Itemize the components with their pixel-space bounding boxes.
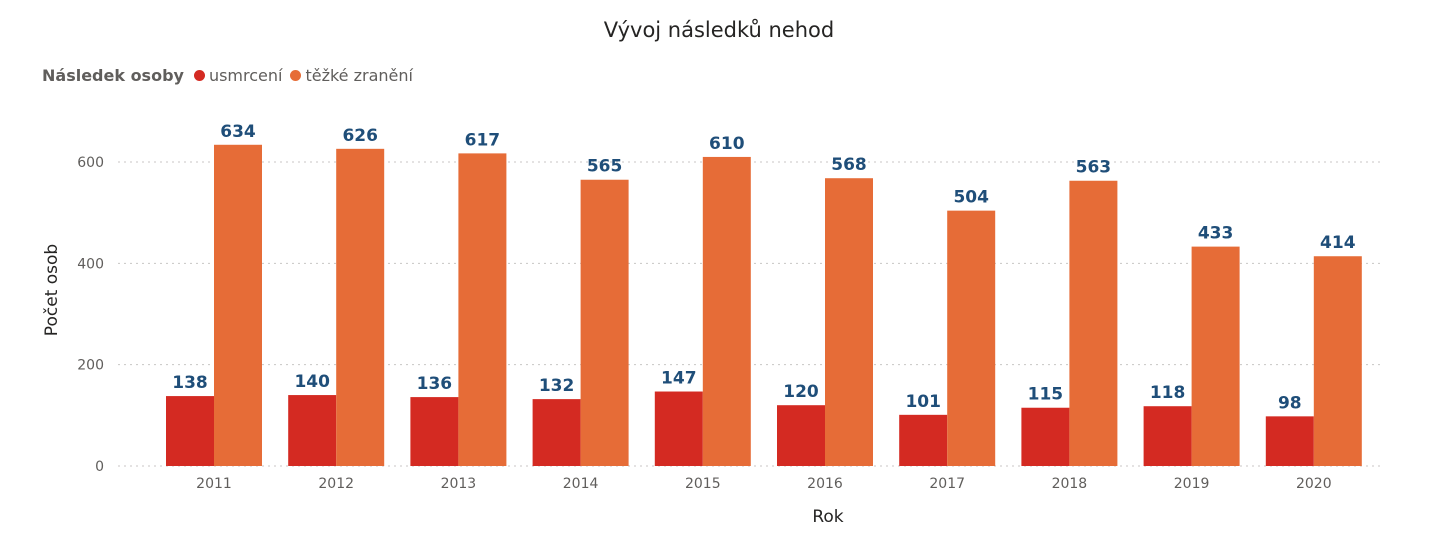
data-label: 101 [905,392,941,412]
legend: Následek osoby usmrcení těžké zranění [42,66,421,85]
bar-usmrceni[interactable] [654,391,703,466]
data-label: 147 [661,369,697,389]
x-axis-ticks: 2011 2012 2013 2014 2015 2016 2017 2018 2019 2020 [196,476,1331,492]
bars [166,144,1362,467]
legend-label-usmrceni: usmrcení [208,66,283,85]
legend-marker-usmrceni [193,70,205,81]
legend-label-tezke-zraneni: těžké zranění [305,66,413,85]
bar-tezke-zraneni[interactable] [458,153,507,467]
bar-tezke-zraneni[interactable] [214,144,262,467]
data-label: 626 [342,126,378,146]
bar-usmrceni[interactable] [899,414,948,466]
x-axis-title: Rok [812,507,843,527]
data-label: 140 [294,372,330,392]
x-tick-label: 2016 [807,476,843,492]
bar-tezke-zraneni[interactable] [947,210,996,466]
data-label: 568 [831,155,867,175]
bar-usmrceni[interactable] [532,399,581,466]
data-label: 563 [1076,158,1112,178]
data-label: 504 [953,188,989,208]
x-tick-label: 2017 [929,476,965,492]
y-axis-title: Počet osob [42,244,62,336]
x-tick-label: 2020 [1296,476,1332,492]
data-label: 98 [1278,393,1302,413]
data-labels: 138 634 140 626 136 617 132 565 147 610 120 568 101 5… [172,122,1355,414]
data-label: 617 [465,130,501,150]
x-tick-label: 2018 [1052,476,1088,492]
data-label: 634 [220,122,256,142]
legend-item-tezke-zraneni[interactable]: těžké zranění [290,66,413,85]
x-tick-label: 2014 [563,476,599,492]
y-tick-label: 400 [77,256,104,272]
data-label: 433 [1198,224,1234,244]
bar-tezke-zraneni[interactable] [1069,180,1118,466]
bar-usmrceni[interactable] [1021,407,1070,466]
bar-tezke-zraneni[interactable] [702,156,751,466]
x-tick-label: 2015 [685,476,721,492]
bar-usmrceni[interactable] [777,405,825,466]
x-tick-label: 2012 [318,476,354,492]
x-tick-label: 2013 [441,476,477,492]
bar-usmrceni[interactable] [410,397,459,466]
bar-tezke-zraneni[interactable] [1313,256,1362,466]
legend-title: Následek osoby [42,66,184,85]
bar-usmrceni[interactable] [288,395,337,466]
y-tick-label: 0 [95,459,104,475]
y-tick-label: 600 [77,155,104,171]
data-label: 610 [709,134,745,154]
bar-usmrceni[interactable] [1265,416,1314,466]
bar-usmrceni[interactable] [166,396,214,466]
x-tick-label: 2019 [1174,476,1210,492]
data-label: 132 [539,376,575,396]
bar-tezke-zraneni[interactable] [580,179,629,466]
y-tick-label: 200 [77,358,104,374]
data-label: 138 [172,373,208,393]
x-tick-label: 2011 [196,476,232,492]
data-label: 414 [1320,233,1356,253]
bar-tezke-zraneni[interactable] [336,148,385,466]
data-label: 565 [587,157,623,177]
bar-tezke-zraneni[interactable] [1191,246,1240,466]
legend-item-usmrceni[interactable]: usmrcení [193,66,283,85]
bar-usmrceni[interactable] [1143,406,1192,466]
data-label: 118 [1150,383,1186,403]
bar-tezke-zraneni[interactable] [825,178,873,467]
y-axis-ticks: 0 200 400 600 [77,155,104,475]
chart-title: Vývoj následků nehod [603,18,835,42]
data-label: 136 [417,374,453,394]
data-label: 120 [783,382,819,402]
legend-marker-tezke-zraneni [290,70,302,81]
data-label: 115 [1028,385,1064,405]
